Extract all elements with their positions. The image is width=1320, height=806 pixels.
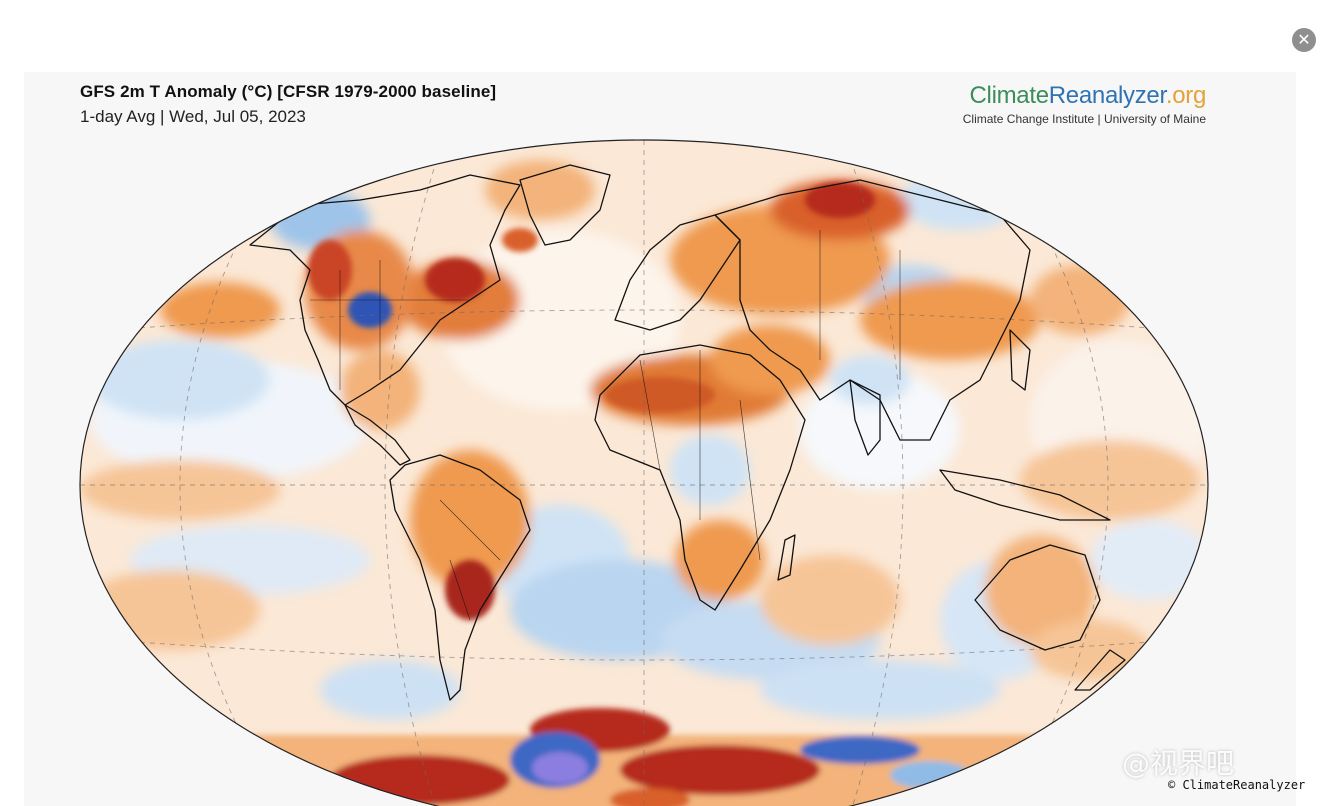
brand-name: ClimateReanalyzer.org — [969, 82, 1207, 109]
map-subtitle: 1-day Avg | Wed, Jul 05, 2023 — [80, 107, 306, 126]
coastlines — [249, 164, 1126, 701]
brand-logo: ClimateReanalyzer.org Climate Change Ins… — [962, 82, 1207, 126]
map-border — [79, 139, 1209, 806]
watermark: @视界吧 — [1122, 747, 1235, 780]
credit-label: © ClimateReanalyzer — [1168, 778, 1306, 792]
close-icon[interactable]: ✕ — [1292, 28, 1316, 52]
borders — [310, 230, 901, 621]
map-title: GFS 2m T Anomaly (°C) [CFSR 1979-2000 ba… — [80, 82, 497, 101]
brand-affiliation: Climate Change Institute | University of… — [962, 112, 1206, 126]
anomaly-field — [80, 140, 1208, 806]
